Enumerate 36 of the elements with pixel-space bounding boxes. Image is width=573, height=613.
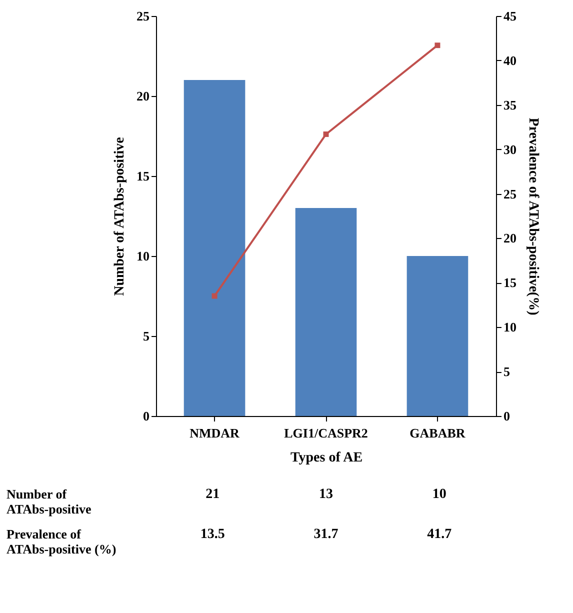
- y2-axis-title: Prevalence of ATAbs-positive(%): [526, 118, 540, 316]
- point: [434, 42, 440, 48]
- bar: [406, 256, 468, 416]
- y2-tick-label: 15: [504, 275, 517, 290]
- y2-tick-label: 5: [504, 364, 510, 380]
- point: [323, 131, 329, 137]
- y-tick-label: 10: [136, 248, 150, 264]
- y2-tick-label: 40: [504, 52, 516, 68]
- data-label: 10: [432, 487, 446, 502]
- y2-tick-label: 20: [504, 230, 516, 246]
- bar: [184, 80, 246, 416]
- y-tick-label: 15: [136, 168, 150, 184]
- text: Number of ATAbs-positive: [6, 486, 92, 516]
- data-label: 31.7: [314, 527, 338, 542]
- data-label: 41.7: [427, 527, 452, 542]
- point: [212, 293, 218, 299]
- y-tick-label: 25: [136, 8, 150, 24]
- y-tick-label: 20: [136, 88, 150, 104]
- y2-tick-label: 25: [504, 186, 517, 202]
- y-tick-label: 5: [143, 328, 150, 344]
- y-axis-title: Number of ATAbs-positive: [112, 137, 128, 296]
- data-label: 13: [319, 487, 333, 502]
- y2-tick-label: 30: [504, 142, 516, 157]
- y2-tick-label: 35: [504, 97, 517, 112]
- data-label: 13.5: [200, 527, 225, 542]
- x-tick-label: LGI1/CASPR2: [284, 426, 368, 440]
- y-tick-label: 0: [143, 408, 150, 424]
- x-tick-label: NMDAR: [190, 426, 240, 440]
- text: Prevalence of ATAbs-positive (%): [6, 526, 116, 556]
- data-label: 21: [206, 487, 220, 502]
- y2-tick-label: 45: [504, 8, 517, 24]
- x-axis-title: Types of AE: [290, 450, 363, 466]
- x-tick-label: GABABR: [410, 426, 466, 440]
- bar: [295, 208, 357, 416]
- y2-tick-label: 10: [504, 320, 516, 335]
- y2-tick-label: 0: [504, 408, 510, 424]
